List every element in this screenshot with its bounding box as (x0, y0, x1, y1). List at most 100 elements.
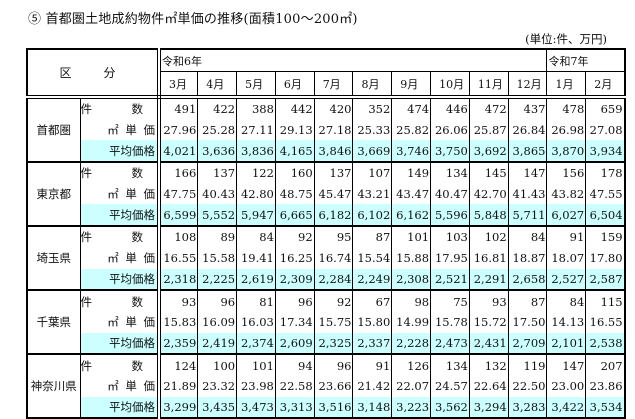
cell-count: 659 (585, 97, 626, 120)
region-name: 首都圏 (26, 96, 81, 164)
table-body: 首都圏件 数 491 422 388 442 420 352 474 446 472 437 478 6… (26, 96, 626, 419)
cell-unit-price: 40.47 (430, 183, 470, 205)
cell-count: 67 (352, 290, 393, 312)
table-row-avg-price: 平均価格 2,359 2,419 2,374 2,609 2,325 2,337 2,228 2… (27, 332, 626, 356)
cell-count: 134 (430, 162, 470, 184)
cell-avg-price: 3,516 (313, 396, 354, 419)
cell-count: 84 (507, 226, 548, 248)
cell-unit-price: 15.72 (468, 311, 509, 333)
cell-unit-price: 18.87 (507, 247, 548, 269)
cell-count: 388 (236, 97, 276, 120)
cell-count: 474 (391, 97, 432, 120)
cell-avg-price: 2,538 (585, 332, 626, 356)
cell-unit-price: 42.80 (236, 183, 276, 205)
cell-avg-price: 2,101 (546, 332, 587, 356)
row-label-unit-price: ㎡ 単 価 (79, 311, 161, 333)
cell-avg-price: 3,636 (197, 140, 238, 164)
cell-avg-price: 2,309 (274, 268, 315, 292)
kubun-header: 区 分 (26, 48, 161, 99)
cell-unit-price: 25.87 (468, 119, 509, 141)
cell-count: 207 (585, 354, 626, 376)
cell-avg-price: 2,527 (546, 268, 587, 292)
table-row-avg-price: 平均価格 3,299 3,435 3,473 3,313 3,516 3,148 3,223 3… (27, 396, 626, 419)
cell-count: 103 (430, 226, 470, 248)
cell-avg-price: 6,599 (158, 204, 199, 228)
cell-avg-price: 3,870 (546, 140, 587, 164)
cell-count: 91 (352, 354, 393, 376)
table-title: ⑤ 首都圏土地成約物件㎡単価の推移(面積100～200㎡) (28, 12, 358, 27)
cell-count: 95 (313, 226, 354, 248)
cell-avg-price: 3,299 (158, 396, 199, 419)
table-header: 区 分 令和6年 令和7年 3月 4月 5月 6月 7月 8月 9月 10月 11月 12月 1月 2月 (26, 48, 626, 99)
cell-avg-price: 2,473 (430, 332, 470, 356)
cell-count: 159 (585, 226, 626, 248)
month-header: 8月 (352, 71, 393, 99)
cell-avg-price: 5,848 (468, 204, 509, 228)
cell-count: 472 (468, 97, 509, 120)
cell-unit-price: 16.25 (274, 247, 315, 269)
cell-unit-price: 26.84 (507, 119, 548, 141)
cell-unit-price: 25.82 (391, 119, 432, 141)
header-row-months: 3月 4月 5月 6月 7月 8月 9月 10月 11月 12月 1月 2月 (27, 71, 626, 99)
month-header: 5月 (236, 71, 276, 99)
cell-count: 145 (468, 162, 509, 184)
table-row-avg-price: 平均価格 4,021 3,636 3,836 4,165 3,846 3,669 3,746 3… (27, 140, 626, 164)
cell-avg-price: 3,846 (313, 140, 354, 164)
cell-unit-price: 27.08 (585, 119, 626, 141)
cell-unit-price: 29.13 (274, 119, 315, 141)
table-row-avg-price: 平均価格 2,318 2,225 2,619 2,309 2,284 2,249 2,308 2… (27, 268, 626, 292)
cell-count: 124 (158, 354, 199, 376)
region-name: 東京都 (26, 161, 81, 228)
cell-unit-price: 27.11 (236, 119, 276, 141)
region-name: 埼玉県 (26, 225, 81, 292)
cell-unit-price: 15.75 (313, 311, 354, 333)
cell-count: 149 (391, 162, 432, 184)
cell-unit-price: 17.34 (274, 311, 315, 333)
table-row-unit-price: ㎡ 単 価 21.89 23.32 23.98 22.58 23.66 21.42 22.07… (27, 375, 626, 397)
cell-count: 156 (546, 162, 587, 184)
cell-count: 446 (430, 97, 470, 120)
cell-avg-price: 2,337 (352, 332, 393, 356)
cell-count: 102 (468, 226, 509, 248)
cell-unit-price: 22.64 (468, 375, 509, 397)
cell-avg-price: 2,521 (430, 268, 470, 292)
cell-unit-price: 15.54 (352, 247, 393, 269)
cell-count: 87 (507, 290, 548, 312)
cell-unit-price: 16.74 (313, 247, 354, 269)
cell-unit-price: 23.66 (313, 375, 354, 397)
cell-count: 101 (236, 354, 276, 376)
cell-count: 147 (546, 354, 587, 376)
cell-unit-price: 15.88 (391, 247, 432, 269)
cell-avg-price: 2,431 (468, 332, 509, 356)
cell-count: 93 (158, 290, 199, 312)
cell-unit-price: 16.55 (585, 311, 626, 333)
cell-unit-price: 16.55 (158, 247, 199, 269)
cell-unit-price: 14.99 (391, 311, 432, 333)
table-row-avg-price: 平均価格 6,599 5,552 5,947 6,665 6,182 6,102 6,162 5… (27, 204, 626, 228)
cell-avg-price: 3,750 (430, 140, 470, 164)
cell-avg-price: 5,552 (197, 204, 238, 228)
cell-count: 491 (158, 97, 199, 120)
cell-unit-price: 26.06 (430, 119, 470, 141)
cell-count: 94 (274, 354, 315, 376)
cell-unit-price: 21.42 (352, 375, 393, 397)
cell-unit-price: 27.18 (313, 119, 354, 141)
cell-count: 352 (352, 97, 393, 120)
cell-unit-price: 24.57 (430, 375, 470, 397)
cell-unit-price: 25.33 (352, 119, 393, 141)
cell-unit-price: 16.81 (468, 247, 509, 269)
cell-avg-price: 5,711 (507, 204, 548, 228)
cell-avg-price: 3,223 (391, 396, 432, 419)
cell-avg-price: 2,374 (236, 332, 276, 356)
cell-avg-price: 4,021 (158, 140, 199, 164)
cell-avg-price: 6,162 (391, 204, 432, 228)
cell-unit-price: 23.86 (585, 375, 626, 397)
cell-avg-price: 2,359 (158, 332, 199, 356)
cell-avg-price: 2,225 (197, 268, 238, 292)
cell-count: 160 (274, 162, 315, 184)
month-header: 11月 (468, 71, 509, 99)
month-header: 4月 (197, 71, 238, 99)
cell-count: 166 (158, 162, 199, 184)
cell-count: 92 (313, 290, 354, 312)
table-row-count: 首都圏件 数 491 422 388 442 420 352 474 446 472 437 478 6… (26, 96, 626, 164)
